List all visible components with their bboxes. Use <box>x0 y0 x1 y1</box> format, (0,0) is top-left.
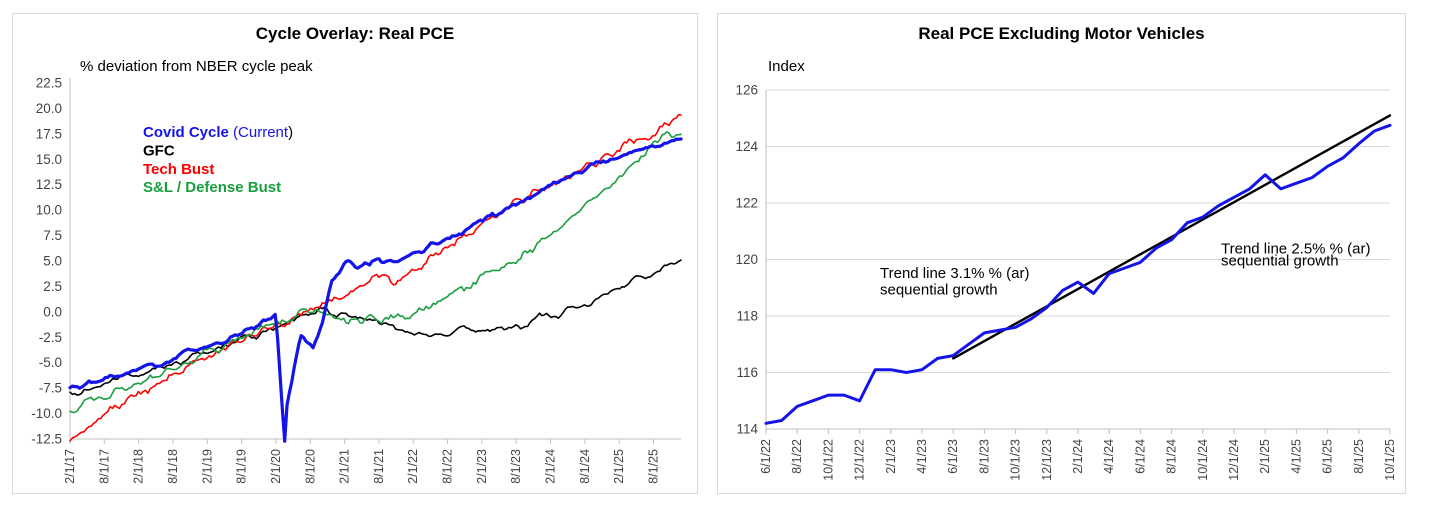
svg-text:4/1/24: 4/1/24 <box>1102 439 1116 474</box>
svg-text:2/1/23: 2/1/23 <box>884 439 898 474</box>
svg-text:2/1/25: 2/1/25 <box>1258 439 1272 474</box>
svg-text:2/1/25: 2/1/25 <box>612 449 626 484</box>
svg-text:8/1/22: 8/1/22 <box>441 449 455 484</box>
svg-text:8/1/22: 8/1/22 <box>790 439 804 474</box>
svg-text:2/1/19: 2/1/19 <box>200 449 214 484</box>
svg-text:2/1/24: 2/1/24 <box>544 449 558 484</box>
svg-text:2/1/17: 2/1/17 <box>63 449 77 484</box>
svg-text:Tech Bust: Tech Bust <box>143 161 214 178</box>
svg-text:10.0: 10.0 <box>36 203 62 218</box>
svg-text:8/1/24: 8/1/24 <box>1165 439 1179 474</box>
svg-text:0.0: 0.0 <box>43 304 62 319</box>
svg-text:17.5: 17.5 <box>36 126 62 141</box>
svg-text:-7.5: -7.5 <box>39 381 62 396</box>
svg-text:7.5: 7.5 <box>43 228 62 243</box>
svg-text:6/1/25: 6/1/25 <box>1321 439 1335 474</box>
svg-text:10/1/22: 10/1/22 <box>821 439 835 481</box>
svg-text:15.0: 15.0 <box>36 152 62 167</box>
svg-text:-10.0: -10.0 <box>31 406 62 421</box>
svg-text:10/1/25: 10/1/25 <box>1383 439 1397 481</box>
svg-text:8/1/23: 8/1/23 <box>977 439 991 474</box>
svg-text:sequential growth: sequential growth <box>1221 253 1339 270</box>
svg-text:8/1/19: 8/1/19 <box>235 449 249 484</box>
svg-text:8/1/18: 8/1/18 <box>166 449 180 484</box>
svg-text:8/1/25: 8/1/25 <box>647 449 661 484</box>
svg-text:2/1/20: 2/1/20 <box>269 449 283 484</box>
svg-text:8/1/20: 8/1/20 <box>303 449 317 484</box>
svg-text:10/1/23: 10/1/23 <box>1009 439 1023 481</box>
svg-text:4/1/25: 4/1/25 <box>1289 439 1303 474</box>
svg-text:8/1/17: 8/1/17 <box>97 449 111 484</box>
svg-text:2/1/24: 2/1/24 <box>1071 439 1085 474</box>
svg-text:114: 114 <box>736 422 758 437</box>
svg-text:6/1/22: 6/1/22 <box>759 439 773 474</box>
svg-text:12/1/24: 12/1/24 <box>1227 439 1241 481</box>
svg-text:8/1/24: 8/1/24 <box>578 449 592 484</box>
svg-text:10/1/24: 10/1/24 <box>1196 439 1210 481</box>
svg-text:8/1/23: 8/1/23 <box>509 449 523 484</box>
svg-text:22.5: 22.5 <box>36 76 62 91</box>
svg-text:12.5: 12.5 <box>36 177 62 192</box>
svg-text:Trend line 3.1% % (ar): Trend line 3.1% % (ar) <box>880 265 1030 282</box>
svg-text:20.0: 20.0 <box>36 101 62 116</box>
svg-text:2/1/21: 2/1/21 <box>338 449 352 484</box>
svg-text:4/1/23: 4/1/23 <box>915 439 929 474</box>
svg-text:GFC: GFC <box>143 143 175 160</box>
svg-text:Index: Index <box>768 58 805 75</box>
svg-text:122: 122 <box>735 196 758 211</box>
svg-text:12/1/22: 12/1/22 <box>853 439 867 481</box>
svg-text:124: 124 <box>735 139 758 154</box>
svg-text:12/1/23: 12/1/23 <box>1040 439 1054 481</box>
svg-text:sequential growth: sequential growth <box>880 282 998 299</box>
svg-text:S&L / Defense Bust: S&L / Defense Bust <box>143 179 281 196</box>
svg-text:2/1/18: 2/1/18 <box>132 449 146 484</box>
svg-text:-12.5: -12.5 <box>31 432 62 447</box>
svg-text:2.5: 2.5 <box>43 279 62 294</box>
svg-text:% deviation from NBER cycle pe: % deviation from NBER cycle peak <box>80 58 313 75</box>
svg-text:120: 120 <box>735 252 758 267</box>
svg-text:-2.5: -2.5 <box>39 330 62 345</box>
svg-text:8/1/21: 8/1/21 <box>372 449 386 484</box>
svg-text:116: 116 <box>736 365 758 380</box>
svg-text:-5.0: -5.0 <box>39 355 62 370</box>
svg-text:2/1/23: 2/1/23 <box>475 449 489 484</box>
svg-text:6/1/23: 6/1/23 <box>946 439 960 474</box>
svg-text:126: 126 <box>735 83 758 98</box>
svg-text:2/1/22: 2/1/22 <box>406 449 420 484</box>
svg-text:5.0: 5.0 <box>43 254 62 269</box>
svg-text:8/1/25: 8/1/25 <box>1352 439 1366 474</box>
svg-text:Covid Cycle (Current): Covid Cycle (Current) <box>143 124 293 141</box>
svg-text:6/1/24: 6/1/24 <box>1133 439 1147 474</box>
svg-text:118: 118 <box>736 309 758 324</box>
